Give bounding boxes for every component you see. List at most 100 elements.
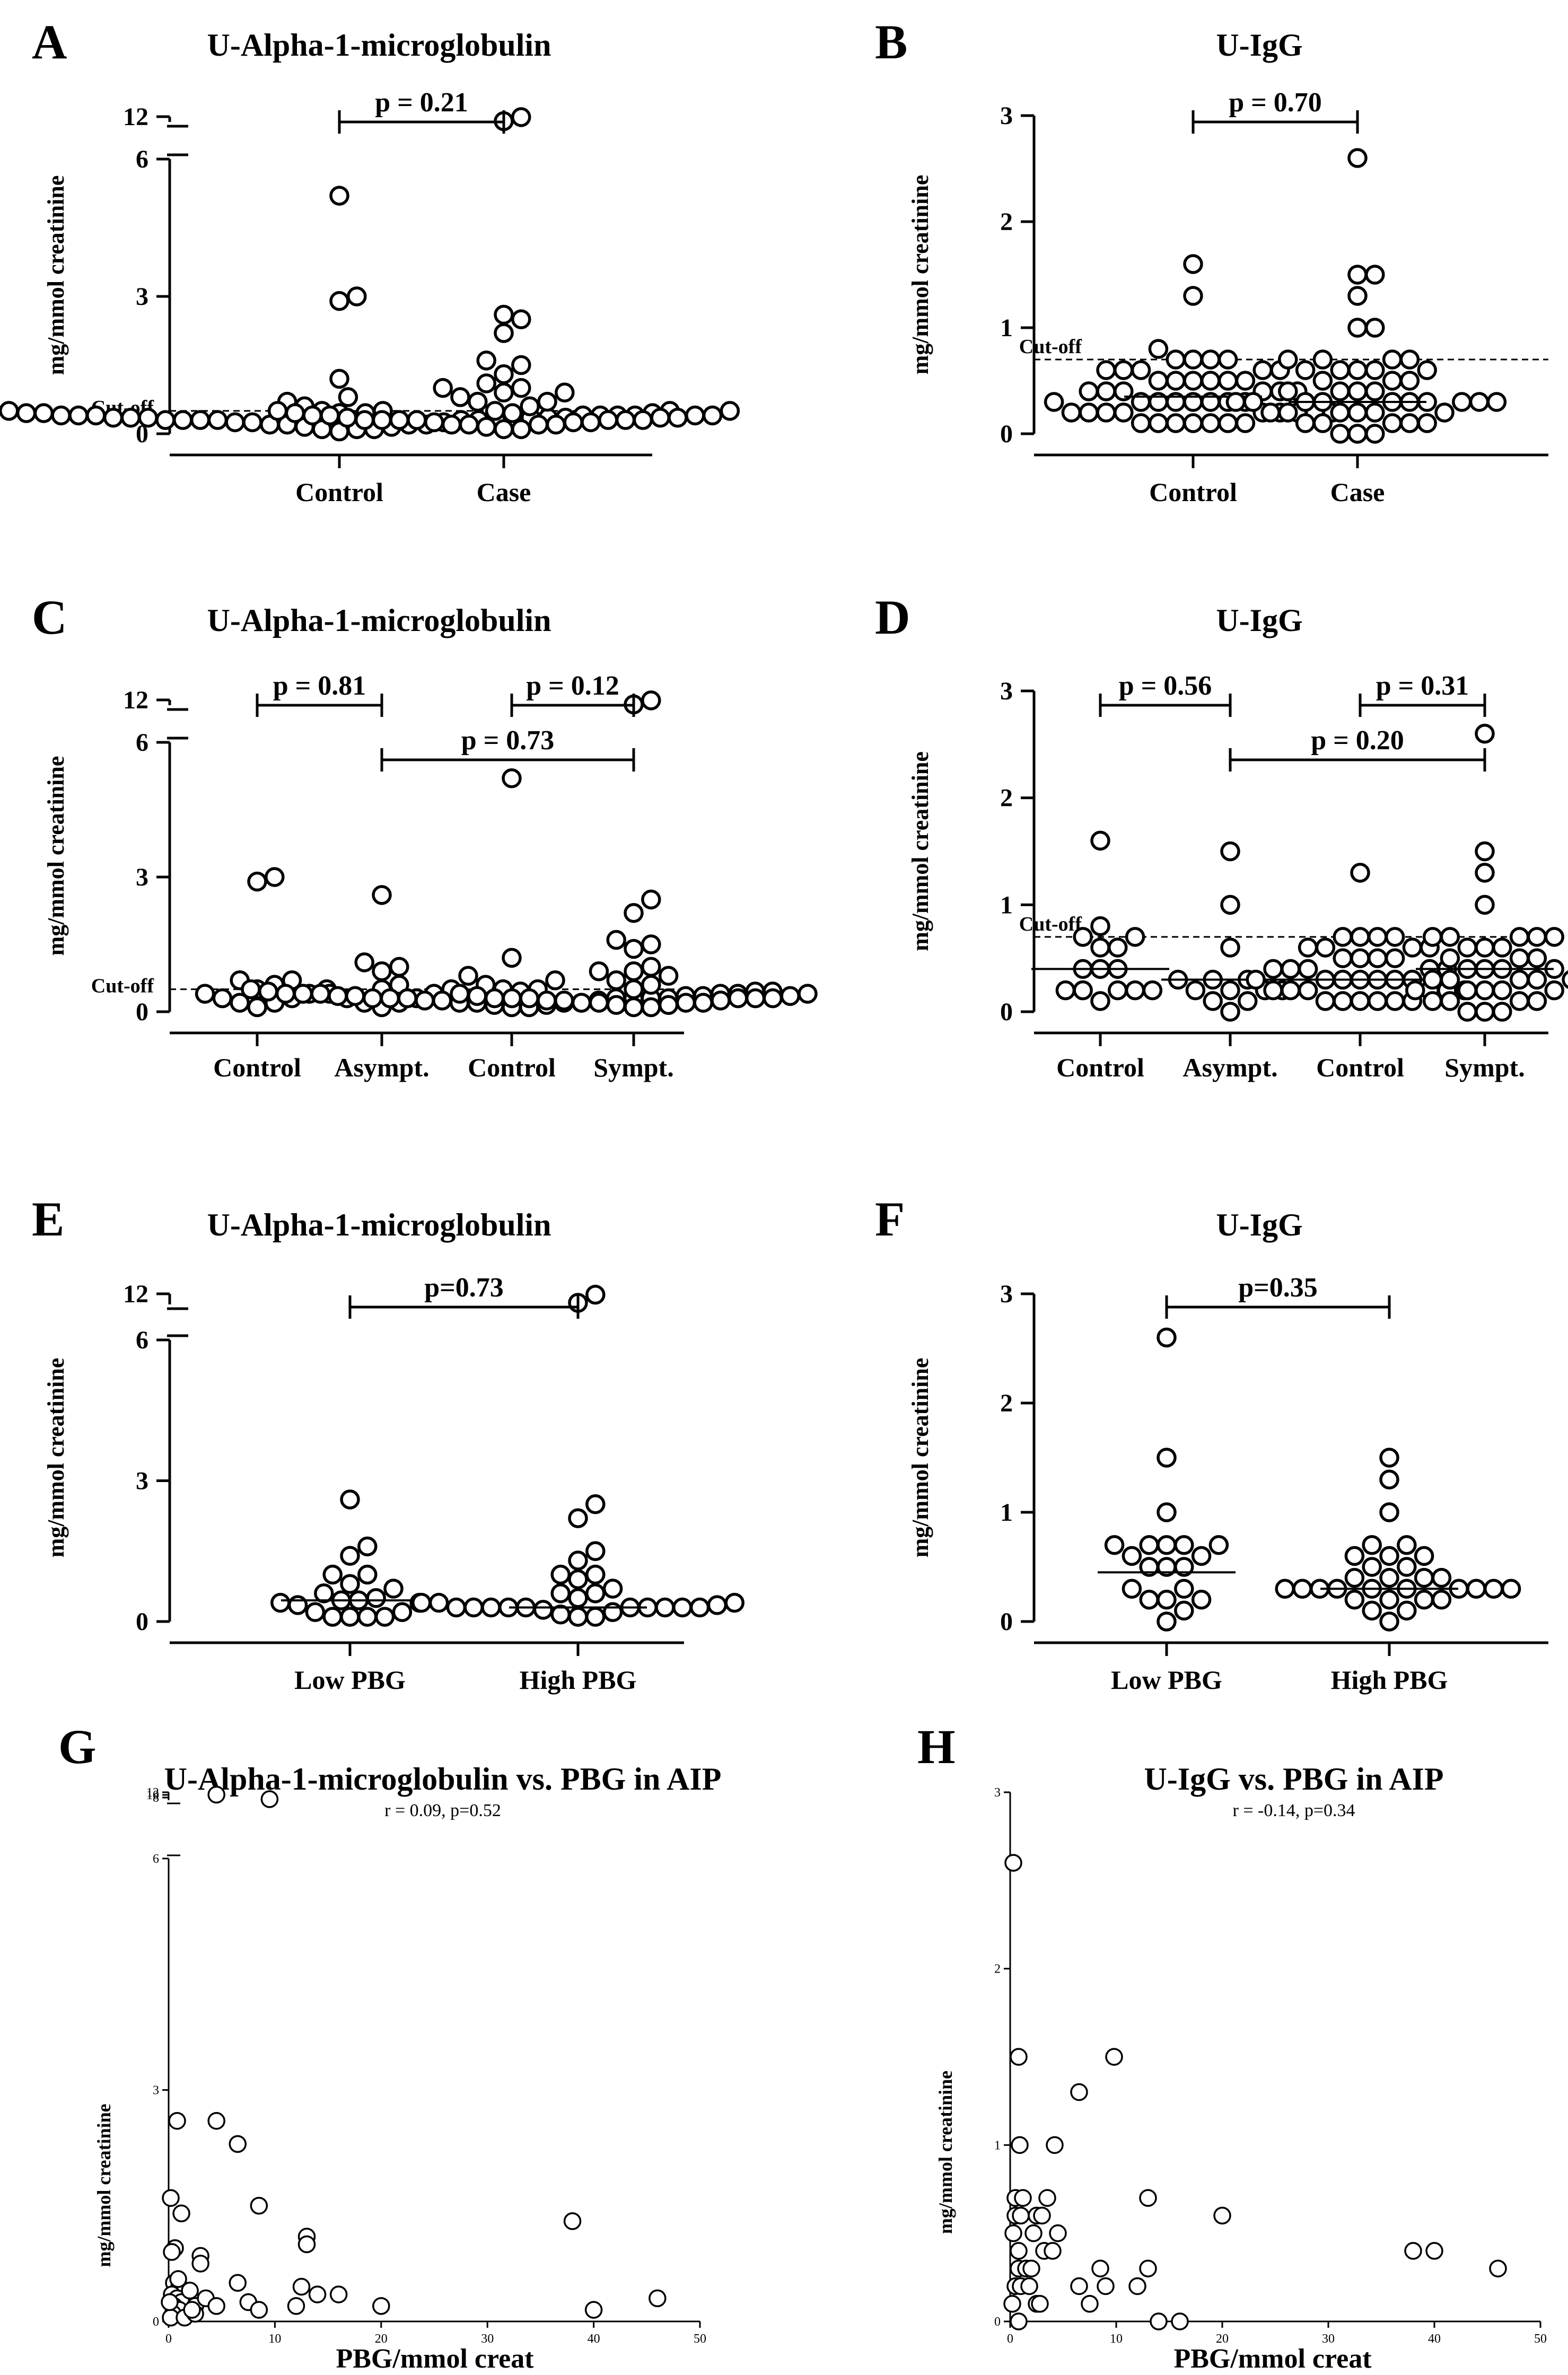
data-point (354, 410, 375, 430)
y-tick-label: 12 (123, 686, 148, 714)
data-point (1263, 980, 1283, 1001)
data-point (362, 988, 383, 1009)
data-point (1166, 371, 1186, 391)
data-point (450, 387, 470, 407)
data-point (1139, 1590, 1159, 1610)
data-point (550, 1583, 571, 1603)
data-point (1012, 2206, 1030, 2225)
p-value-label: p=0.73 (424, 1273, 504, 1303)
y-axis-label: mg/mmol creatinine (43, 756, 69, 956)
data-point (389, 957, 409, 977)
panel-title: U-IgG vs. PBG in AIP (1144, 1761, 1443, 1796)
data-point (1220, 980, 1240, 1001)
data-point (0, 401, 19, 421)
x-tick-label: 20 (375, 2332, 388, 2346)
y-axis-label: mg/mmol creatinine (935, 2071, 956, 2234)
data-point (745, 988, 766, 1009)
y-axis-label: mg/mmol creatinine (43, 1358, 69, 1558)
data-point (1492, 980, 1512, 1001)
p-value-label: p = 0.12 (526, 671, 619, 701)
data-point (494, 419, 514, 440)
category-label: Asympt. (334, 1053, 429, 1082)
data-point (1275, 1579, 1295, 1599)
data-point (589, 961, 609, 981)
data-point (1350, 991, 1370, 1011)
data-point (1347, 265, 1368, 285)
data-point (1038, 2189, 1056, 2207)
data-point (1475, 1002, 1495, 1022)
data-point (624, 939, 644, 959)
data-point (467, 986, 487, 1006)
data-point (1278, 402, 1298, 423)
data-point (372, 885, 392, 905)
data-point (1382, 349, 1403, 370)
data-point (1122, 1579, 1142, 1599)
data-point (1281, 980, 1301, 1001)
data-point (1010, 2048, 1028, 2066)
data-point (481, 1597, 501, 1618)
category-label: Sympt. (593, 1053, 673, 1082)
x-tick-label: 0 (165, 2332, 172, 2346)
data-point (314, 1583, 334, 1603)
data-point (1157, 1535, 1177, 1555)
data-point (494, 323, 514, 343)
data-point (1166, 413, 1186, 433)
data-point (1379, 1469, 1399, 1489)
data-point (1365, 402, 1385, 423)
data-point (1315, 937, 1336, 958)
data-point (1544, 927, 1564, 947)
data-point (1440, 969, 1460, 990)
x-tick-label: 50 (694, 2332, 706, 2346)
data-point (1055, 980, 1076, 1001)
data-point (450, 984, 470, 1004)
data-point (1492, 937, 1512, 958)
y-axis-label: mg/mmol creatinine (907, 1358, 933, 1558)
data-point (1422, 991, 1443, 1011)
data-point (1157, 1327, 1177, 1348)
data-point (1203, 991, 1223, 1011)
data-point (1235, 413, 1256, 433)
data-point (468, 391, 488, 412)
data-point (520, 396, 540, 416)
data-point (1379, 1611, 1399, 1632)
data-point (1469, 392, 1490, 412)
data-point (1379, 1546, 1399, 1566)
y-tick-label: 1 (1000, 1498, 1013, 1527)
panel-a: A U-Alpha-1-microglobulin mg/mmol creatini… (0, 15, 740, 507)
data-point (340, 1489, 360, 1510)
y-tick-label: 0 (136, 998, 148, 1026)
y-axis-label: mg/mmol creatinine (43, 176, 69, 375)
y-tick-label: 3 (994, 1786, 1001, 1800)
panel-letter: B (875, 15, 907, 69)
data-point (1073, 927, 1093, 947)
data-point (1174, 1600, 1194, 1621)
p-value-label: p = 0.70 (1229, 87, 1322, 118)
data-point (1061, 402, 1082, 423)
data-point (1397, 1557, 1417, 1577)
data-point (397, 988, 417, 1009)
data-point (519, 988, 539, 1009)
y-tick-label: 3 (153, 2084, 159, 2098)
data-point (1281, 959, 1301, 979)
category-label: Control (468, 1053, 556, 1082)
data-point (191, 2255, 209, 2273)
data-point (1096, 381, 1116, 401)
panel-letter: G (58, 1720, 97, 1774)
data-point (1362, 1557, 1382, 1577)
data-point (1399, 349, 1420, 370)
data-point (1073, 980, 1093, 1001)
data-point (537, 991, 557, 1011)
data-point (1220, 937, 1240, 958)
data-point (162, 2189, 180, 2207)
data-point (287, 2297, 305, 2315)
data-point (1044, 2242, 1062, 2260)
data-point (1139, 2189, 1157, 2207)
panel-letter: E (32, 1192, 64, 1246)
data-point (602, 1579, 623, 1599)
p-value-label: p = 0.81 (273, 671, 366, 701)
data-point (1238, 991, 1258, 1011)
data-point (1475, 723, 1495, 744)
data-point (1003, 2294, 1021, 2313)
data-point (432, 991, 452, 1011)
y-tick-label: 3 (1000, 1280, 1013, 1308)
